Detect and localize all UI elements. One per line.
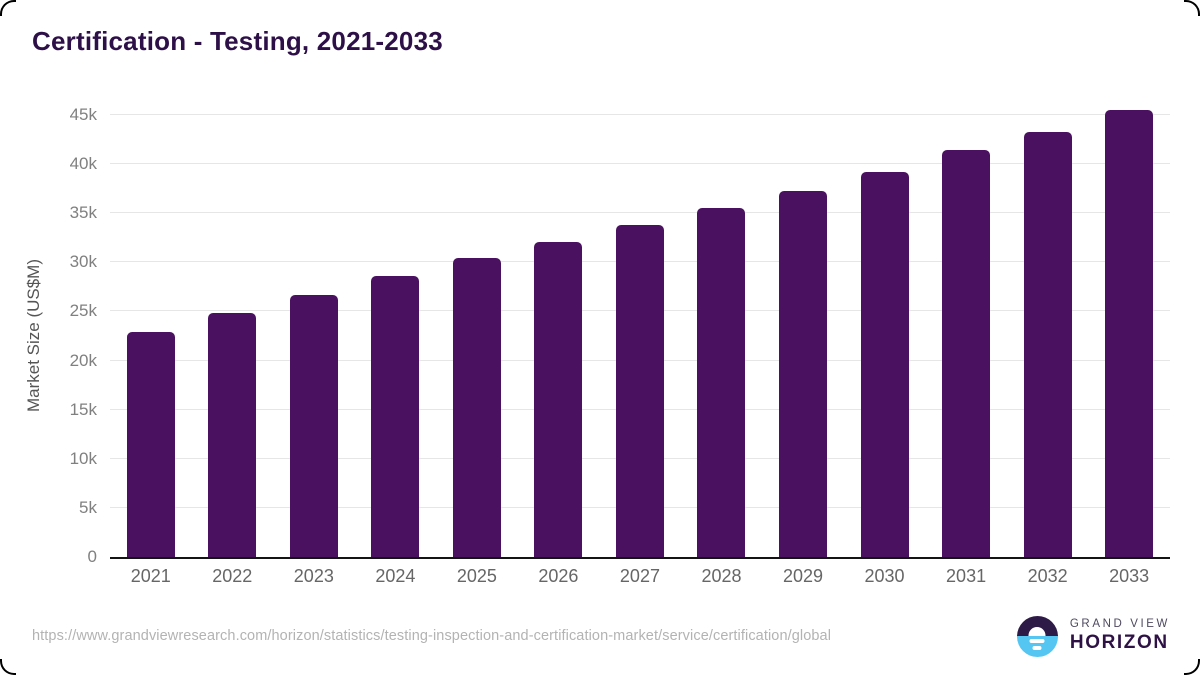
y-tick-label: 30k xyxy=(69,252,97,272)
plot-area: 0 5k 10k 15k 20k 25k 30k 35k 40k 45k xyxy=(70,105,1170,566)
source-url: https://www.grandviewresearch.com/horizo… xyxy=(32,628,832,644)
bar-2033[interactable] xyxy=(1105,110,1154,557)
bar-slot-2027 xyxy=(599,115,681,557)
x-tick-label-2022: 2022 xyxy=(212,566,253,586)
x-tick-label-2025: 2025 xyxy=(456,566,497,586)
y-tick-label: 15k xyxy=(69,399,97,419)
bar-slot-2025 xyxy=(436,115,518,557)
bar-2028[interactable] xyxy=(697,208,746,557)
x-tick-label-2030: 2030 xyxy=(864,566,905,586)
logo-reflection-dash xyxy=(1032,646,1042,650)
brand-logo[interactable]: GRAND VIEW HORIZON xyxy=(1016,615,1170,657)
logo-sun-icon xyxy=(1028,627,1046,636)
brand-name-top: GRAND VIEW xyxy=(1069,618,1170,631)
bar-slot-2033 xyxy=(1088,110,1170,557)
bar-slot-2032 xyxy=(1007,115,1089,557)
y-axis-title: Market Size (US$M) xyxy=(24,115,44,557)
x-tick-label-2028: 2028 xyxy=(701,566,742,586)
bar-slot-2022 xyxy=(192,115,274,557)
x-tick-label-2029: 2029 xyxy=(782,566,824,586)
bar-2025[interactable] xyxy=(452,258,501,557)
rounded-corner-bottom-right xyxy=(1184,659,1200,675)
x-tick-label-2032: 2032 xyxy=(1027,566,1068,586)
x-tick-label-2021: 2021 xyxy=(130,566,171,586)
bar-2024[interactable] xyxy=(371,276,420,557)
logo-sky-half xyxy=(1016,615,1058,636)
bar-slot-2030 xyxy=(844,115,926,557)
bar-2029[interactable] xyxy=(779,190,828,557)
x-tick-label-2027: 2027 xyxy=(619,566,660,586)
x-tick-label-2033: 2033 xyxy=(1109,566,1150,586)
bar-slot-2021 xyxy=(110,115,192,557)
gridline-45k xyxy=(110,114,1170,115)
gridline-35k xyxy=(110,212,1170,214)
bar-slot-2031 xyxy=(925,115,1007,557)
bar-slot-2023 xyxy=(273,115,355,557)
y-tick-label: 35k xyxy=(69,203,97,223)
brand-text: GRAND VIEW HORIZON xyxy=(1070,618,1170,653)
page-title: Certification - Testing, 2021-2033 xyxy=(32,26,443,56)
horizon-sun-logo-icon xyxy=(1016,615,1058,657)
brand-name-bottom: HORIZON xyxy=(1069,631,1169,653)
bar-slot-2026 xyxy=(518,115,600,557)
rounded-corner-top-left xyxy=(0,0,16,16)
bar-2022[interactable] xyxy=(208,313,257,557)
bar-2021[interactable] xyxy=(126,332,175,557)
logo-reflection-dash xyxy=(1029,639,1045,643)
y-tick-label: 20k xyxy=(69,350,97,370)
bar-2023[interactable] xyxy=(289,294,338,557)
bar-2027[interactable] xyxy=(615,225,664,557)
y-tick-label: 25k xyxy=(69,301,97,321)
bar-2031[interactable] xyxy=(942,150,991,557)
bar-2030[interactable] xyxy=(860,171,909,557)
x-tick-label-2023: 2023 xyxy=(293,566,334,586)
x-tick-label-2031: 2031 xyxy=(946,566,987,586)
bar-slot-2028 xyxy=(681,115,763,557)
x-tick-label-2026: 2026 xyxy=(538,566,579,586)
y-tick-label: 45k xyxy=(69,105,97,124)
rounded-corner-bottom-left xyxy=(0,659,16,675)
bar-slot-2024 xyxy=(355,115,437,557)
bar-slot-2029 xyxy=(762,115,844,557)
y-axis-title-text: Market Size (US$M) xyxy=(24,259,43,413)
y-tick-label: 10k xyxy=(69,448,97,468)
bars-row xyxy=(110,110,1170,557)
y-tick-label: 40k xyxy=(69,154,97,174)
x-axis-line xyxy=(110,557,1170,559)
y-tick-label: 0 xyxy=(87,547,97,566)
footer: https://www.grandviewresearch.com/horizo… xyxy=(32,608,1170,664)
x-axis-labels: 2021 2022 2023 2024 2025 2026 2027 2028 2029 2030… xyxy=(110,566,1170,587)
x-tick-label-2024: 2024 xyxy=(375,566,416,586)
gridline-40k xyxy=(110,163,1170,165)
y-tick-label: 5k xyxy=(79,497,97,517)
bar-2032[interactable] xyxy=(1023,131,1072,557)
bar-2026[interactable] xyxy=(534,241,583,557)
rounded-corner-top-right xyxy=(1184,0,1200,16)
